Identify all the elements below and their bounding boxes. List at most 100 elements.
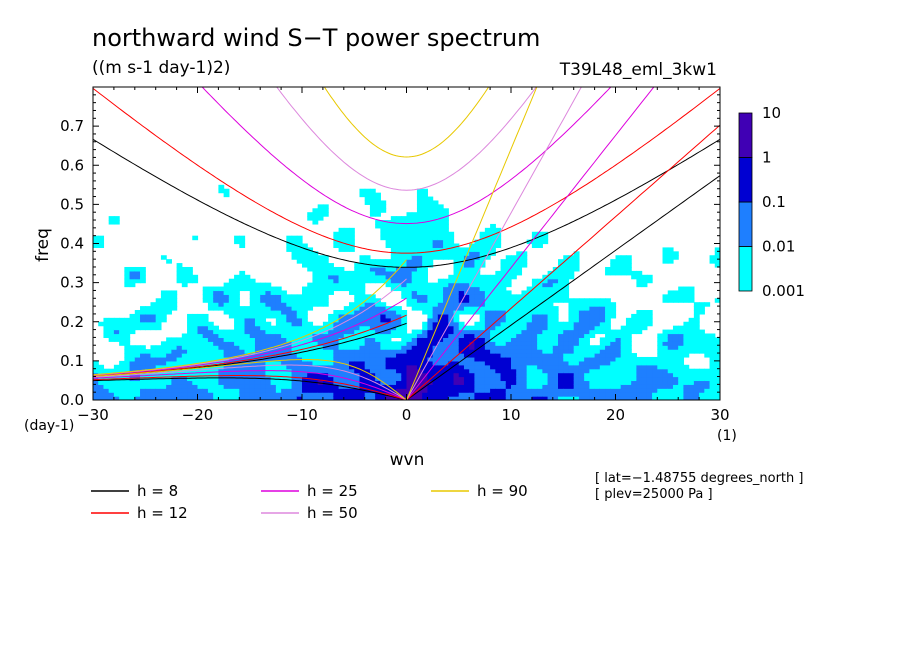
power-contour-cell bbox=[448, 360, 455, 366]
power-contour-cell bbox=[302, 380, 308, 385]
power-contour-cell bbox=[505, 255, 512, 260]
power-contour-cell bbox=[453, 376, 460, 382]
power-contour-cell bbox=[683, 329, 690, 335]
power-contour-cell bbox=[390, 306, 397, 311]
power-contour-cell bbox=[605, 372, 611, 378]
power-contour-cell bbox=[265, 392, 272, 397]
power-contour-cell bbox=[463, 263, 470, 268]
power-contour-cell bbox=[239, 321, 246, 327]
power-contour-cell bbox=[416, 356, 423, 362]
power-contour-cell bbox=[568, 259, 575, 264]
power-contour-cell bbox=[218, 329, 225, 335]
power-contour-cell bbox=[552, 321, 559, 327]
power-contour-cell bbox=[265, 384, 272, 389]
power-contour-cell bbox=[526, 349, 533, 354]
power-contour-cell bbox=[432, 227, 439, 233]
x-tick-label: 10 bbox=[501, 406, 520, 424]
power-contour-cell bbox=[531, 372, 538, 378]
power-contour-cell bbox=[265, 313, 272, 319]
power-contour-cell bbox=[187, 349, 193, 354]
power-contour-cell bbox=[380, 353, 387, 358]
power-contour-cell bbox=[469, 274, 476, 280]
power-contour-cell bbox=[599, 337, 606, 342]
power-contour-cell bbox=[181, 266, 188, 272]
power-contour-cell bbox=[578, 345, 585, 350]
power-contour-cell bbox=[458, 294, 465, 299]
power-contour-cell bbox=[296, 364, 303, 370]
power-contour-cell bbox=[385, 380, 392, 385]
power-contour-cell bbox=[526, 321, 533, 327]
power-contour-cell bbox=[427, 317, 434, 323]
power-contour-cell bbox=[359, 282, 366, 288]
power-contour-cell bbox=[479, 235, 486, 241]
power-contour-cell bbox=[192, 376, 199, 382]
power-contour-cell bbox=[641, 282, 648, 288]
power-contour-cell bbox=[108, 216, 115, 221]
power-contour-cell bbox=[511, 333, 517, 338]
power-contour-cell bbox=[615, 356, 622, 362]
power-contour-cell bbox=[448, 396, 455, 400]
power-contour-cell bbox=[396, 353, 402, 358]
power-contour-cell bbox=[547, 372, 554, 378]
power-contour-cell bbox=[563, 278, 570, 284]
power-contour-cell bbox=[124, 353, 131, 358]
power-contour-cell bbox=[547, 392, 554, 397]
power-contour-cell bbox=[281, 290, 287, 295]
power-contour-cell bbox=[385, 263, 392, 268]
power-contour-cell bbox=[599, 360, 606, 366]
power-contour-cell bbox=[396, 321, 402, 327]
power-contour-cell bbox=[375, 353, 381, 358]
power-contour-cell bbox=[563, 270, 570, 276]
power-contour-cell bbox=[218, 360, 225, 366]
power-contour-cell bbox=[213, 333, 219, 338]
power-contour-cell bbox=[197, 392, 204, 397]
power-contour-cell bbox=[239, 349, 246, 354]
power-contour-cell bbox=[369, 360, 376, 366]
power-contour-cell bbox=[302, 251, 308, 256]
power-contour-cell bbox=[249, 286, 256, 292]
power-contour-cell bbox=[427, 349, 434, 354]
power-contour-cell bbox=[443, 372, 449, 378]
power-contour-cell bbox=[552, 286, 559, 292]
power-contour-cell bbox=[396, 333, 402, 338]
power-contour-cell bbox=[390, 251, 397, 256]
power-contour-cell bbox=[260, 298, 267, 303]
power-contour-cell bbox=[265, 353, 272, 358]
power-contour-cell bbox=[354, 364, 361, 370]
power-contour-cell bbox=[615, 372, 622, 378]
power-contour-cell bbox=[474, 298, 481, 303]
power-contour-cell bbox=[160, 388, 167, 393]
power-contour-cell bbox=[714, 372, 720, 378]
power-contour-cell bbox=[453, 396, 460, 400]
power-contour-cell bbox=[547, 376, 554, 382]
power-contour-cell bbox=[134, 274, 141, 280]
power-contour-cell bbox=[338, 396, 345, 400]
power-contour-cell bbox=[479, 313, 486, 319]
power-contour-cell bbox=[521, 341, 528, 346]
power-contour-cell bbox=[615, 353, 622, 358]
power-contour-cell bbox=[521, 380, 528, 385]
power-contour-cell bbox=[129, 376, 136, 382]
power-contour-cell bbox=[155, 356, 162, 362]
power-contour-cell bbox=[401, 360, 408, 366]
power-contour-cell bbox=[521, 302, 528, 307]
power-contour-cell bbox=[359, 349, 366, 354]
power-contour-cell bbox=[265, 329, 272, 335]
power-contour-cell bbox=[552, 306, 559, 311]
power-contour-cell bbox=[228, 286, 235, 292]
power-contour-cell bbox=[599, 325, 606, 331]
power-contour-cell bbox=[594, 317, 601, 323]
power-contour-cell bbox=[333, 266, 340, 272]
power-contour-cell bbox=[322, 298, 329, 303]
power-contour-cell bbox=[500, 388, 507, 393]
power-contour-cell bbox=[390, 368, 397, 374]
power-contour-cell bbox=[171, 356, 178, 362]
power-contour-cell bbox=[328, 396, 334, 400]
power-contour-cell bbox=[307, 396, 314, 400]
power-contour-cell bbox=[693, 341, 700, 346]
power-contour-cell bbox=[343, 278, 350, 284]
power-contour-cell bbox=[563, 345, 570, 350]
power-contour-cell bbox=[542, 286, 549, 292]
power-contour-cell bbox=[610, 349, 617, 354]
power-contour-cell bbox=[610, 270, 617, 276]
